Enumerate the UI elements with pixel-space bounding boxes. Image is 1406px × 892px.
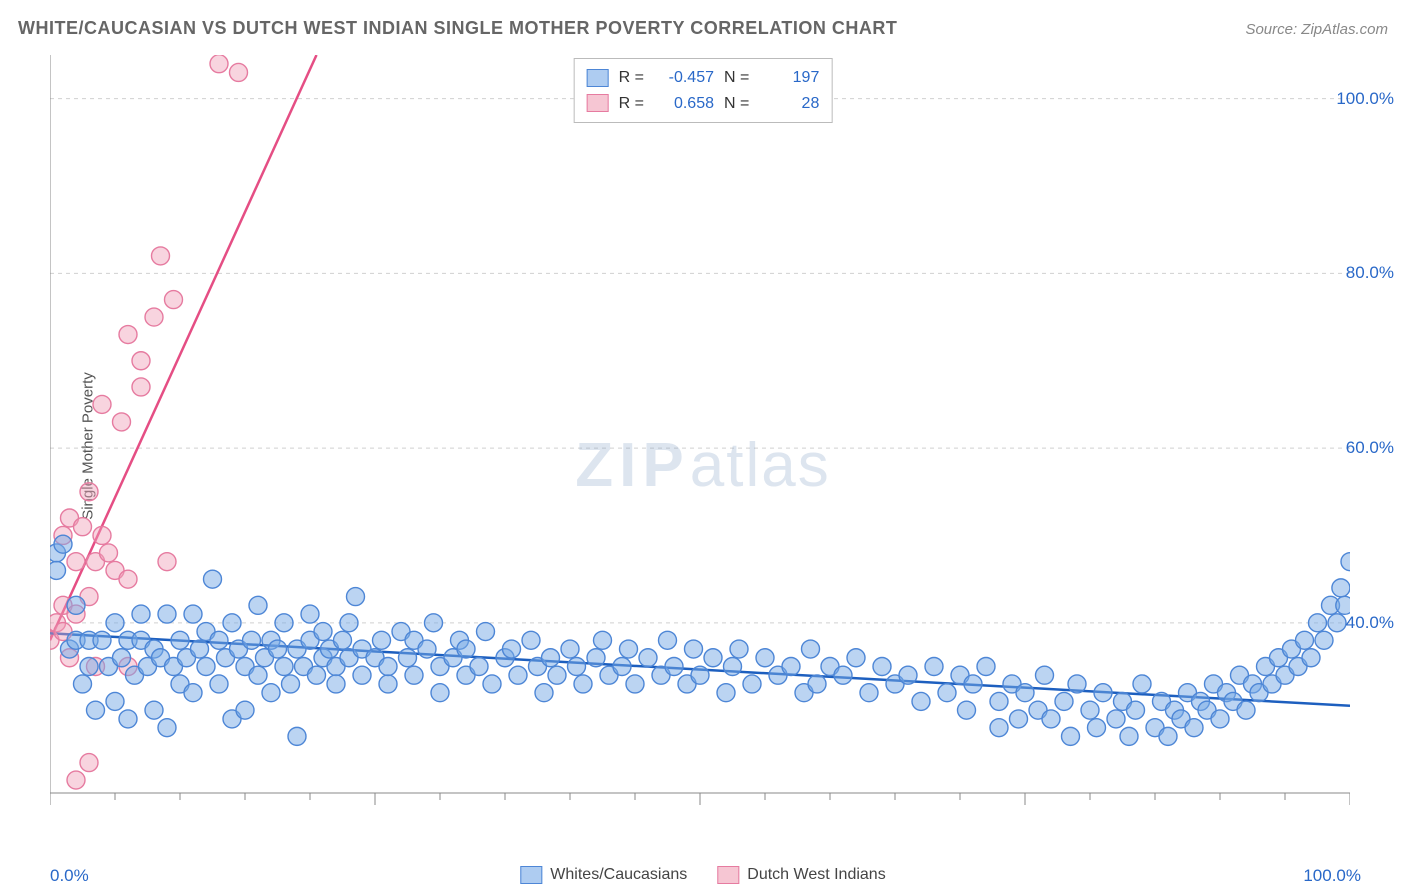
legend-stats-box: R = -0.457 N = 197 R = 0.658 N = 28 (574, 58, 833, 123)
y-tick-label: 40.0% (1346, 613, 1394, 633)
r-label: R = (619, 65, 644, 91)
chart-header: WHITE/CAUCASIAN VS DUTCH WEST INDIAN SIN… (18, 18, 1388, 39)
y-tick-label: 60.0% (1346, 438, 1394, 458)
legend-swatch (587, 94, 609, 112)
n-label: N = (724, 91, 749, 117)
y-tick-label: 100.0% (1336, 89, 1394, 109)
scatter-plot-svg (50, 55, 1350, 815)
legend-swatch (520, 866, 542, 884)
legend-swatch (717, 866, 739, 884)
legend-item: Whites/Caucasians (520, 866, 687, 884)
chart-plot-area (50, 55, 1350, 815)
legend-swatch (587, 69, 609, 87)
legend-item: Dutch West Indians (717, 866, 885, 884)
legend-stats-row: R = 0.658 N = 28 (587, 91, 820, 117)
r-value: 0.658 (654, 91, 714, 117)
chart-title: WHITE/CAUCASIAN VS DUTCH WEST INDIAN SIN… (18, 18, 897, 39)
r-value: -0.457 (654, 65, 714, 91)
x-axis-max-label: 100.0% (1303, 866, 1361, 886)
y-tick-label: 80.0% (1346, 263, 1394, 283)
legend-stats-row: R = -0.457 N = 197 (587, 65, 820, 91)
chart-source: Source: ZipAtlas.com (1245, 21, 1388, 38)
legend-label: Dutch West Indians (747, 866, 885, 884)
n-value: 197 (759, 65, 819, 91)
x-axis-min-label: 0.0% (50, 866, 89, 886)
n-label: N = (724, 65, 749, 91)
legend-label: Whites/Caucasians (550, 866, 687, 884)
n-value: 28 (759, 91, 819, 117)
r-label: R = (619, 91, 644, 117)
legend-series: Whites/Caucasians Dutch West Indians (520, 866, 885, 884)
